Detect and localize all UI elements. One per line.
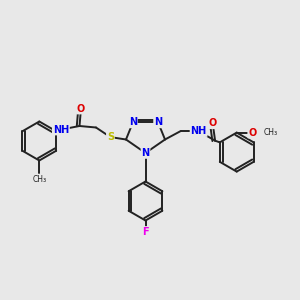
Text: NH: NH [53, 124, 69, 135]
Text: F: F [142, 227, 149, 237]
Text: N: N [141, 148, 150, 158]
Text: O: O [248, 128, 256, 138]
Text: N: N [154, 117, 162, 128]
Text: O: O [208, 118, 217, 128]
Text: NH: NH [190, 126, 207, 136]
Text: S: S [107, 132, 114, 142]
Text: O: O [77, 103, 85, 114]
Text: CH₃: CH₃ [264, 128, 278, 137]
Text: CH₃: CH₃ [32, 176, 46, 184]
Text: N: N [129, 117, 137, 128]
